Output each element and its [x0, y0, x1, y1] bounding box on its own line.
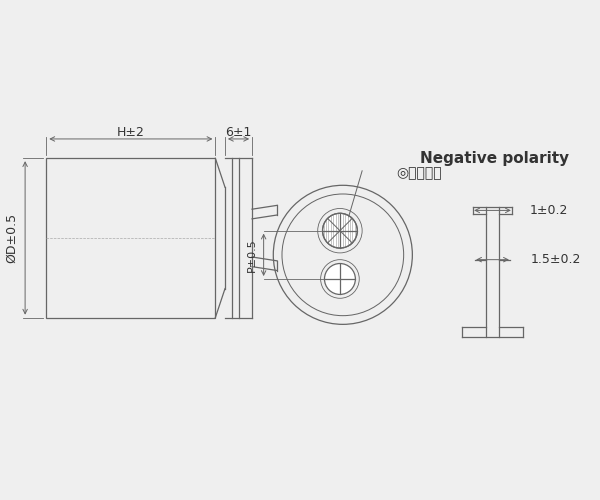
Text: ØD±0.5: ØD±0.5	[5, 213, 18, 263]
Text: 6±1: 6±1	[226, 126, 252, 138]
Circle shape	[325, 264, 355, 294]
Text: Negative polarity: Negative polarity	[420, 151, 569, 166]
Text: 1.5±0.2: 1.5±0.2	[531, 253, 581, 266]
Text: ◎负极标识: ◎负极标识	[396, 166, 442, 179]
Text: 1±0.2: 1±0.2	[529, 204, 568, 217]
Circle shape	[323, 214, 358, 248]
Bar	[46, 158, 215, 318]
Text: H±2: H±2	[117, 126, 145, 138]
Text: P±0.5: P±0.5	[247, 238, 257, 272]
